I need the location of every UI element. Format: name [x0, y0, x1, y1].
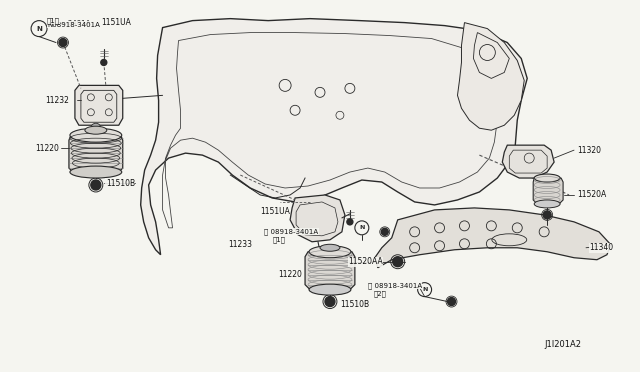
Polygon shape	[458, 23, 524, 130]
Circle shape	[347, 219, 353, 225]
Circle shape	[543, 211, 551, 219]
Circle shape	[393, 257, 403, 267]
Polygon shape	[533, 178, 563, 204]
Polygon shape	[290, 195, 345, 242]
Text: 11520A: 11520A	[577, 190, 606, 199]
Circle shape	[101, 60, 107, 65]
Text: 11220: 11220	[35, 144, 59, 153]
Polygon shape	[69, 135, 123, 172]
Polygon shape	[141, 19, 527, 255]
Ellipse shape	[534, 174, 560, 182]
Text: 1151UA: 1151UA	[260, 208, 290, 217]
Ellipse shape	[309, 246, 351, 258]
Circle shape	[91, 123, 101, 133]
Text: ⓓ 08918-3401A: ⓓ 08918-3401A	[264, 228, 318, 235]
Circle shape	[447, 298, 456, 305]
Text: 11520AA: 11520AA	[348, 257, 383, 266]
Circle shape	[381, 228, 388, 235]
Text: 11510B: 11510B	[106, 179, 135, 187]
Circle shape	[325, 296, 335, 307]
Text: N: N	[359, 225, 365, 230]
Text: ⓓ 08918-3401A: ⓓ 08918-3401A	[368, 282, 422, 289]
Text: N: N	[36, 26, 42, 32]
Ellipse shape	[534, 200, 560, 208]
Text: 11510B: 11510B	[340, 300, 369, 309]
Text: N: N	[422, 287, 428, 292]
Circle shape	[91, 180, 101, 190]
Polygon shape	[375, 208, 611, 268]
Text: 11232: 11232	[45, 96, 69, 105]
Ellipse shape	[70, 128, 122, 142]
Text: N₀₉₁₈-3401A: N₀₉₁₈-3401A	[49, 20, 90, 26]
Text: 〈1〉: 〈1〉	[47, 17, 60, 24]
Text: 〈2〉: 〈2〉	[374, 290, 387, 297]
Ellipse shape	[320, 244, 340, 251]
Ellipse shape	[309, 284, 351, 295]
Polygon shape	[502, 145, 554, 178]
Ellipse shape	[85, 126, 107, 134]
Text: J1I201A2: J1I201A2	[544, 340, 581, 349]
Text: 11233: 11233	[228, 240, 252, 249]
Circle shape	[59, 39, 67, 46]
Text: 11220: 11220	[278, 270, 302, 279]
Polygon shape	[305, 252, 355, 290]
Text: 11320: 11320	[577, 145, 601, 155]
Text: N08918-3401A: N08918-3401A	[47, 22, 100, 28]
Ellipse shape	[70, 166, 122, 178]
Text: 〈1〉: 〈1〉	[272, 237, 285, 243]
Polygon shape	[75, 86, 123, 125]
Text: 1151UA: 1151UA	[101, 18, 131, 27]
Text: 11340: 11340	[589, 243, 613, 252]
